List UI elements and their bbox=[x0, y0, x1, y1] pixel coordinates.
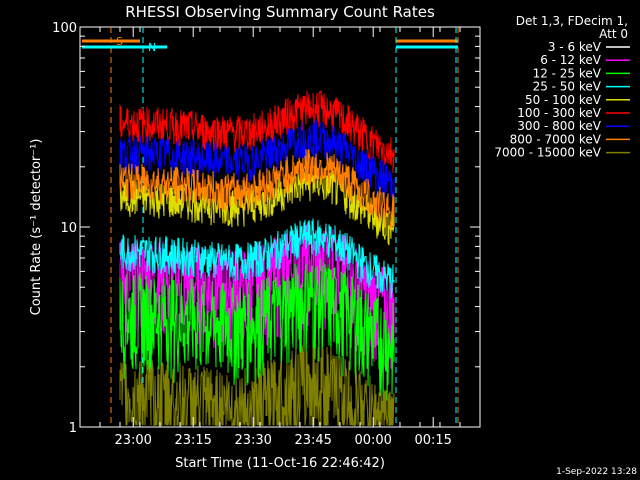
legend-header: Det 1,3, FDecim 1, bbox=[516, 14, 628, 28]
legend-entry: 6 - 12 keV bbox=[540, 53, 602, 67]
legend-header: Att 0 bbox=[599, 27, 628, 41]
legend-entry: 25 - 50 keV bbox=[533, 80, 602, 94]
y-axis-label: Count Rate (s⁻¹ detector⁻¹) bbox=[29, 139, 44, 316]
series-line bbox=[119, 218, 395, 299]
legend-entry: 7000 - 15000 keV bbox=[494, 146, 601, 160]
legend-entry: 50 - 100 keV bbox=[525, 93, 602, 107]
x-tick-label: 00:00 bbox=[354, 433, 391, 448]
x-tick-label: 23:30 bbox=[234, 433, 271, 448]
series-line bbox=[119, 119, 395, 200]
legend-entry: 800 - 7000 keV bbox=[510, 132, 602, 146]
y-tick-label: 1 bbox=[69, 421, 77, 436]
x-tick-label: 23:00 bbox=[114, 433, 151, 448]
legend-entry: 12 - 25 keV bbox=[533, 66, 602, 80]
chart-title: RHESSI Observing Summary Count Rates bbox=[125, 3, 435, 21]
series-line bbox=[119, 148, 395, 230]
legend-entry: 3 - 6 keV bbox=[548, 40, 602, 54]
x-tick-label: 23:45 bbox=[294, 433, 331, 448]
legend-entry: 100 - 300 keV bbox=[517, 106, 601, 120]
timestamp: 1-Sep-2022 13:28 bbox=[556, 467, 637, 477]
x-tick-label: 00:15 bbox=[414, 433, 451, 448]
series-line bbox=[119, 89, 395, 173]
x-tick-label: 23:15 bbox=[174, 433, 211, 448]
y-tick-label: 100 bbox=[52, 21, 77, 36]
series-line bbox=[119, 344, 395, 428]
flag-label: N bbox=[148, 41, 156, 54]
legend-entry: 300 - 800 keV bbox=[517, 119, 601, 133]
x-axis-label: Start Time (11-Oct-16 22:46:42) bbox=[175, 456, 385, 471]
series-line bbox=[119, 258, 395, 404]
y-tick-label: 10 bbox=[60, 221, 77, 236]
flag-label: S bbox=[116, 35, 123, 48]
